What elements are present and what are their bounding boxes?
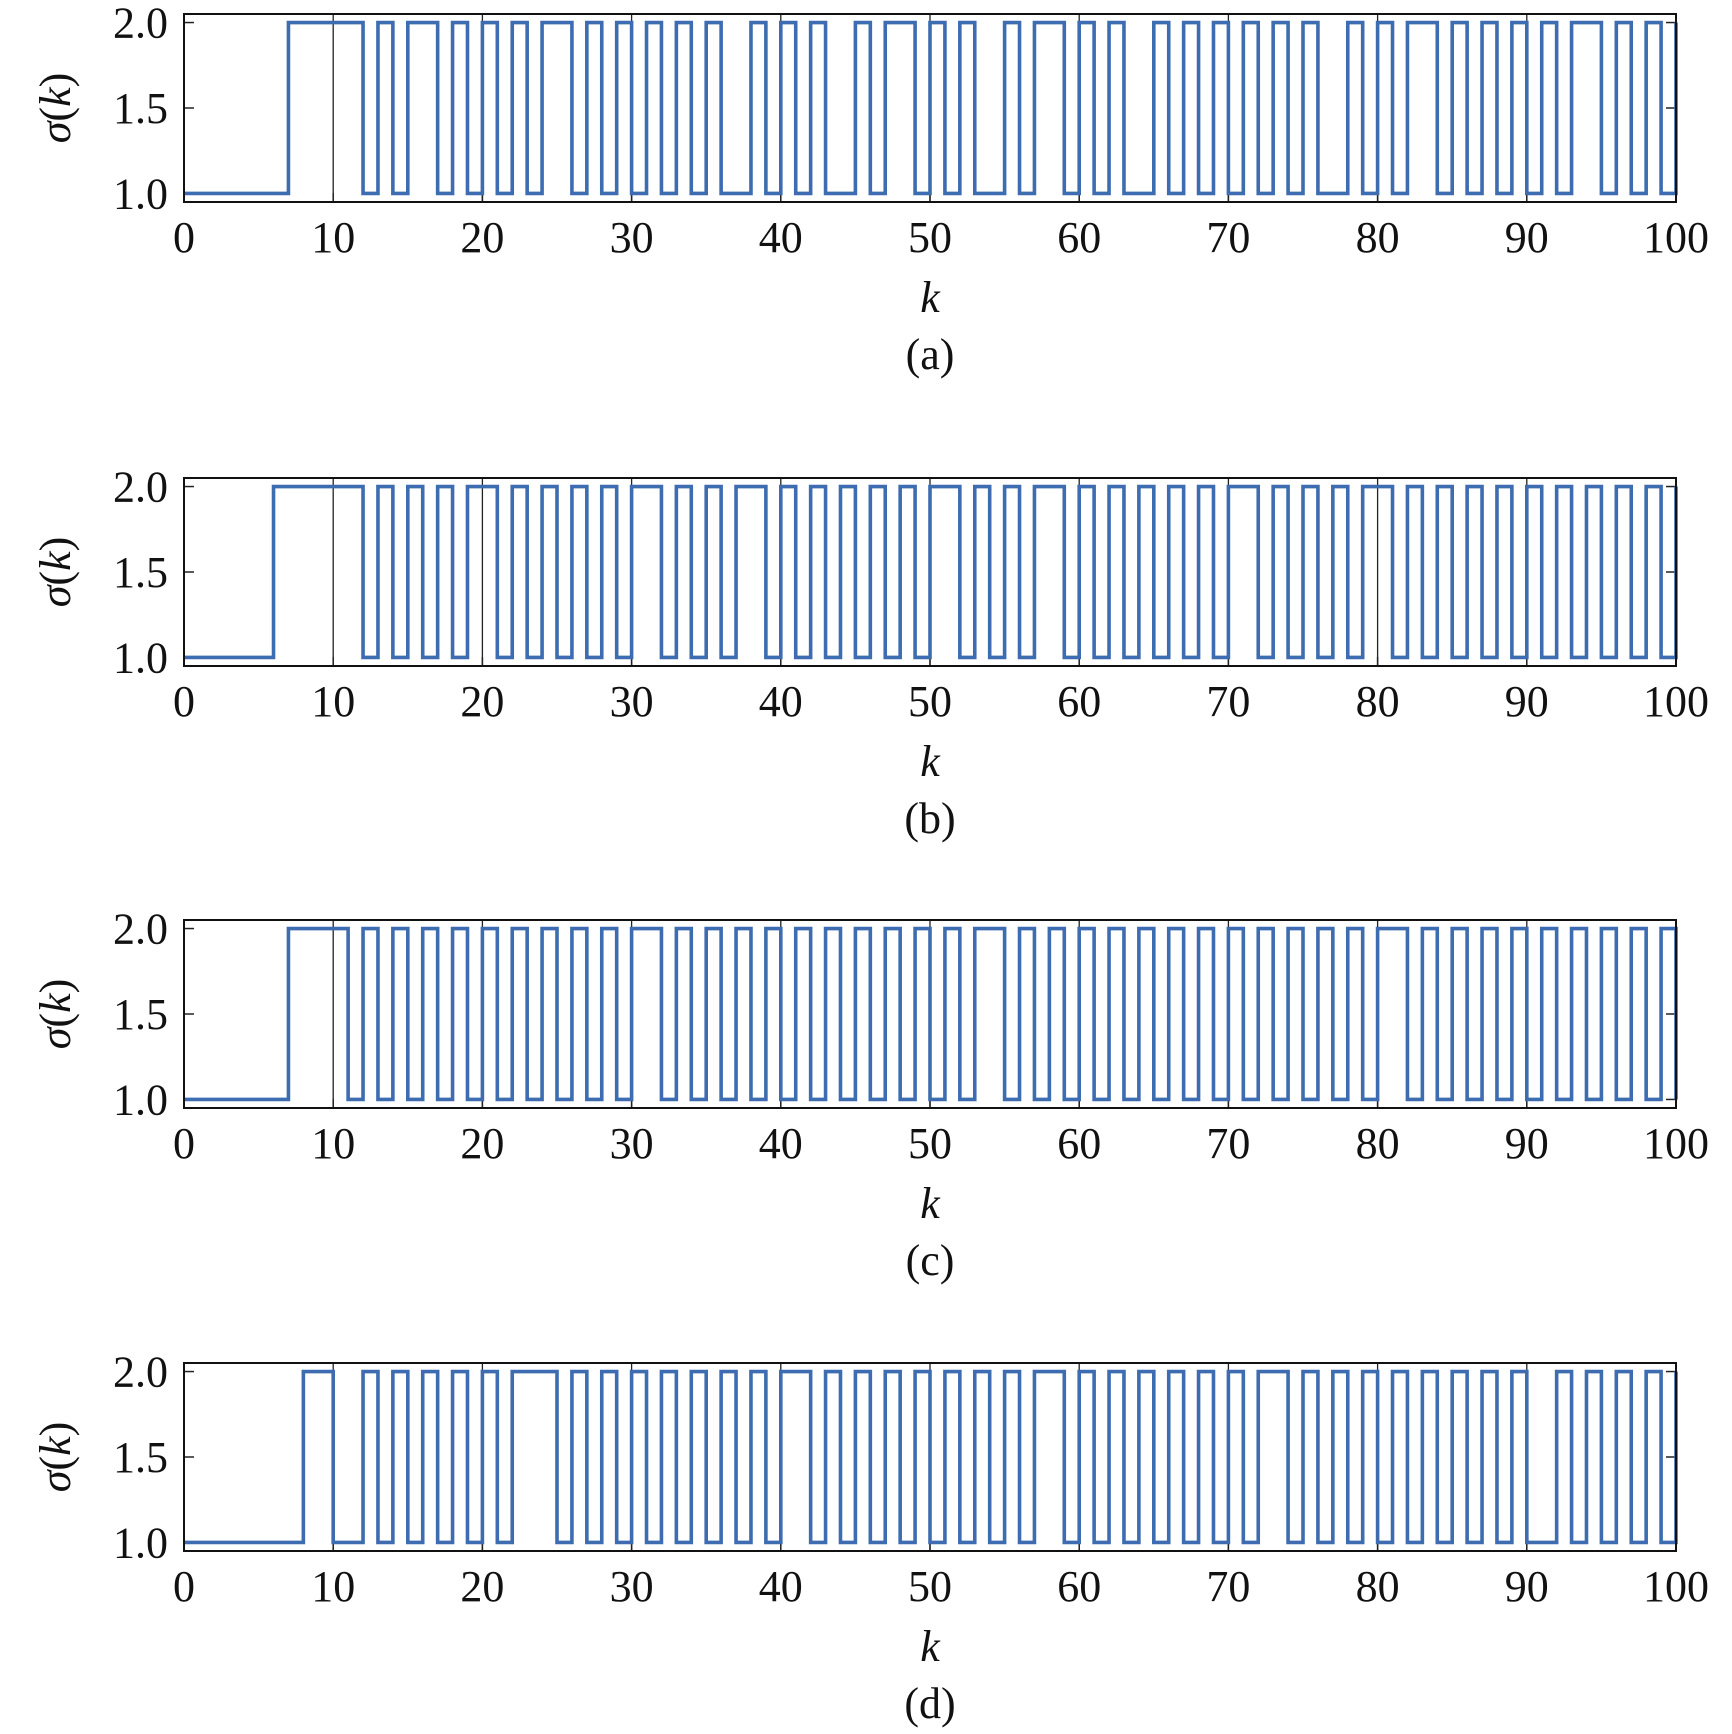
y-axis-label-var: k xyxy=(31,550,80,571)
plot-frame xyxy=(183,477,1677,667)
x-tick-label: 40 xyxy=(759,1119,803,1168)
y-axis-label-paren-close: ) xyxy=(31,73,80,88)
y-tick-label: 2.0 xyxy=(113,905,168,954)
x-tick-label: 30 xyxy=(610,1562,654,1611)
sigma-step-line xyxy=(184,1369,1678,1545)
x-axis-label: k xyxy=(920,1622,941,1671)
x-tick-label: 90 xyxy=(1505,213,1549,262)
x-axis-label: k xyxy=(920,1179,941,1228)
y-axis-label-var: k xyxy=(31,1435,80,1456)
x-tick-label: 20 xyxy=(460,213,504,262)
x-tick-label: 60 xyxy=(1057,213,1101,262)
x-tick-label: 10 xyxy=(311,677,355,726)
y-axis-label-paren-open: ( xyxy=(31,1013,80,1028)
y-axis-label-symbol: σ xyxy=(31,583,80,607)
plot-frame xyxy=(183,1362,1677,1552)
x-tick-label: 0 xyxy=(173,677,195,726)
x-tick-label: 10 xyxy=(311,213,355,262)
x-tick-label: 100 xyxy=(1643,1562,1709,1611)
x-axis-label: k xyxy=(920,273,941,322)
x-tick-label: 100 xyxy=(1643,677,1709,726)
x-tick-label: 0 xyxy=(173,1562,195,1611)
x-tick-label: 50 xyxy=(908,213,952,262)
x-tick-label: 50 xyxy=(908,1562,952,1611)
x-tick-label: 90 xyxy=(1505,1119,1549,1168)
x-tick-label: 10 xyxy=(311,1562,355,1611)
x-tick-label: 70 xyxy=(1206,213,1250,262)
x-tick-label: 60 xyxy=(1057,677,1101,726)
x-tick-label: 70 xyxy=(1206,1562,1250,1611)
sigma-step-line xyxy=(184,20,1678,196)
y-axis-label-symbol: σ xyxy=(31,1468,80,1492)
x-tick-label: 70 xyxy=(1206,1119,1250,1168)
x-tick-label: 100 xyxy=(1643,213,1709,262)
y-tick-label: 2.0 xyxy=(113,1348,168,1397)
x-tick-label: 70 xyxy=(1206,677,1250,726)
y-axis-label-paren-open: ( xyxy=(31,107,80,122)
y-tick-label: 1.0 xyxy=(113,633,168,682)
x-tick-label: 50 xyxy=(908,677,952,726)
y-axis-label: σ(k) xyxy=(31,73,80,144)
y-axis-label-symbol: σ xyxy=(31,119,80,143)
x-tick-label: 80 xyxy=(1356,677,1400,726)
x-tick-label: 100 xyxy=(1643,1119,1709,1168)
x-tick-label: 40 xyxy=(759,1562,803,1611)
x-tick-label: 80 xyxy=(1356,213,1400,262)
x-tick-label: 80 xyxy=(1356,1562,1400,1611)
x-tick-label: 0 xyxy=(173,1119,195,1168)
y-axis-label-paren-close: ) xyxy=(31,537,80,552)
x-tick-label: 80 xyxy=(1356,1119,1400,1168)
x-tick-label: 20 xyxy=(460,1562,504,1611)
y-axis-label-paren-close: ) xyxy=(31,979,80,994)
x-tick-label: 40 xyxy=(759,213,803,262)
y-axis-label: σ(k) xyxy=(31,979,80,1050)
x-tick-label: 10 xyxy=(311,1119,355,1168)
y-tick-label: 2.0 xyxy=(113,0,168,48)
y-axis-label-var: k xyxy=(31,86,80,107)
y-tick-label: 1.5 xyxy=(113,548,168,597)
y-axis-label-paren-open: ( xyxy=(31,1456,80,1471)
y-axis-label-symbol: σ xyxy=(31,1025,80,1049)
y-tick-label: 1.0 xyxy=(113,1075,168,1124)
y-tick-label: 1.5 xyxy=(113,1433,168,1482)
x-tick-label: 60 xyxy=(1057,1562,1101,1611)
y-axis-label: σ(k) xyxy=(31,537,80,608)
x-tick-label: 30 xyxy=(610,213,654,262)
sigma-step-line xyxy=(184,484,1678,660)
panel-caption: (a) xyxy=(906,330,955,379)
y-axis-label: σ(k) xyxy=(31,1422,80,1493)
x-tick-label: 40 xyxy=(759,677,803,726)
x-axis-label: k xyxy=(920,737,941,786)
y-tick-label: 1.5 xyxy=(113,990,168,1039)
x-tick-label: 50 xyxy=(908,1119,952,1168)
y-tick-label: 2.0 xyxy=(113,463,168,512)
x-tick-label: 20 xyxy=(460,1119,504,1168)
y-tick-label: 1.0 xyxy=(113,1518,168,1567)
x-tick-label: 90 xyxy=(1505,1562,1549,1611)
y-axis-label-var: k xyxy=(31,992,80,1013)
y-tick-label: 1.0 xyxy=(113,169,168,218)
sigma-step-line xyxy=(184,926,1678,1102)
y-axis-label-paren-open: ( xyxy=(31,571,80,586)
plot-frame xyxy=(183,13,1677,203)
x-tick-label: 30 xyxy=(610,677,654,726)
x-tick-label: 0 xyxy=(173,213,195,262)
x-tick-label: 60 xyxy=(1057,1119,1101,1168)
panel-caption: (d) xyxy=(904,1679,955,1728)
plot-frame xyxy=(183,919,1677,1109)
x-tick-label: 20 xyxy=(460,677,504,726)
panel-caption: (b) xyxy=(904,794,955,843)
y-tick-label: 1.5 xyxy=(113,84,168,133)
y-axis-label-paren-close: ) xyxy=(31,1422,80,1437)
x-tick-label: 90 xyxy=(1505,677,1549,726)
panel-caption: (c) xyxy=(906,1236,955,1285)
x-tick-label: 30 xyxy=(610,1119,654,1168)
